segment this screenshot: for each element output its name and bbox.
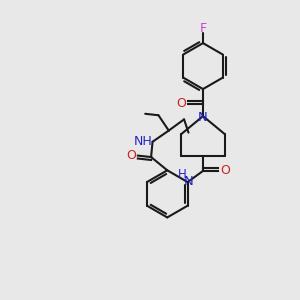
Text: F: F <box>200 22 207 35</box>
Text: N: N <box>183 175 193 188</box>
Text: O: O <box>220 164 230 177</box>
Text: H: H <box>178 168 187 181</box>
Text: O: O <box>176 97 186 110</box>
Text: N: N <box>198 110 208 124</box>
Text: O: O <box>126 148 136 161</box>
Text: NH: NH <box>134 135 152 148</box>
